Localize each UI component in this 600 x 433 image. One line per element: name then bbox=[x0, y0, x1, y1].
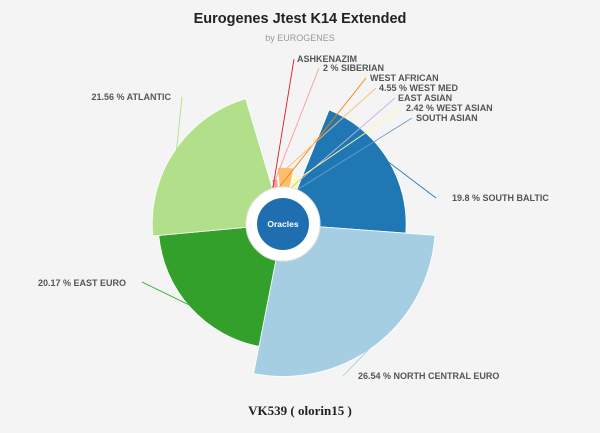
data-label-siberian: 2 % SIBERIAN bbox=[323, 63, 384, 73]
leader-line-west-african bbox=[278, 77, 367, 188]
center-label: Oracles bbox=[267, 219, 298, 229]
leader-line-west-asian bbox=[295, 107, 403, 181]
chart-caption: VK539 ( olorin15 ) bbox=[248, 403, 352, 418]
data-label-south-baltic: 19.8 % SOUTH BALTIC bbox=[452, 193, 549, 203]
data-label-ashkenazim: ASHKENAZIM bbox=[297, 54, 357, 64]
chart-subtitle: by EUROGENES bbox=[265, 33, 335, 43]
data-label-south-asian: SOUTH ASIAN bbox=[416, 113, 478, 123]
data-label-west-african: WEST AFRICAN bbox=[370, 73, 439, 83]
leader-line-siberian bbox=[274, 67, 320, 182]
data-label-east-euro: 20.17 % EAST EURO bbox=[38, 278, 126, 288]
data-label-north-central-euro: 26.54 % NORTH CENTRAL EURO bbox=[358, 371, 499, 381]
chart-title: Eurogenes Jtest K14 Extended bbox=[193, 11, 407, 27]
leader-line-south-baltic bbox=[385, 159, 437, 199]
data-label-west-asian: 2.42 % WEST ASIAN bbox=[406, 103, 493, 113]
leader-line-atlantic bbox=[175, 96, 183, 152]
leader-line-east-asian bbox=[289, 97, 396, 189]
leader-line-east-euro bbox=[141, 281, 193, 307]
data-label-east-asian: EAST ASIAN bbox=[398, 93, 452, 103]
leader-line-ashkenazim bbox=[272, 58, 295, 188]
data-label-west-med: 4.55 % WEST MED bbox=[379, 83, 459, 93]
leader-line-south-asian bbox=[296, 117, 413, 191]
data-label-atlantic: 21.56 % ATLANTIC bbox=[91, 92, 171, 102]
leader-line-west-med bbox=[285, 87, 377, 170]
center-button[interactable] bbox=[257, 198, 309, 250]
leader-line-north-central-euro bbox=[342, 343, 375, 377]
